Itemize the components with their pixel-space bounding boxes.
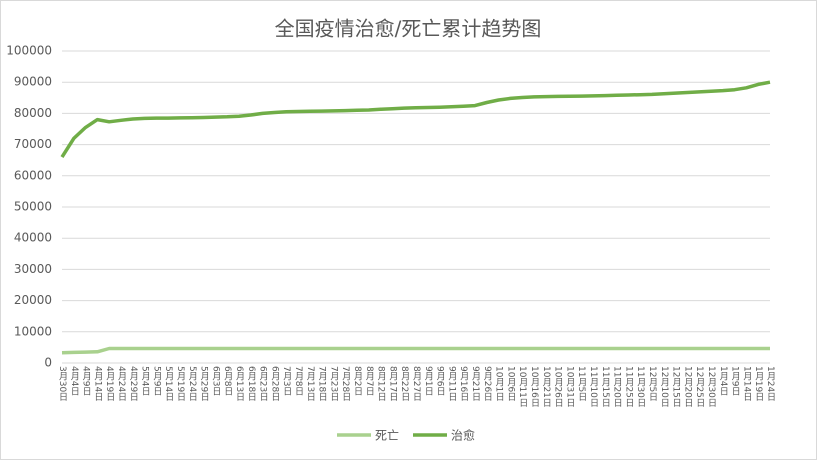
x-tick-label: 1月24日: [765, 366, 776, 401]
x-tick-label: 10月21日: [541, 366, 552, 407]
x-tick-label: 8月12日: [376, 366, 387, 401]
x-tick-label: 12月30日: [706, 366, 717, 407]
x-tick-label: 5月4日: [140, 366, 151, 395]
x-tick-label: 4月19日: [104, 366, 115, 401]
x-tick-label: 5月19日: [175, 366, 186, 401]
x-tick-label: 11月20日: [612, 366, 623, 407]
x-tick-label: 6月13日: [234, 366, 245, 401]
series-line: [60, 80, 771, 159]
x-tick-label: 6月23日: [258, 366, 269, 401]
x-tick-label: 11月30日: [635, 366, 646, 407]
x-tick-label: 10月11日: [517, 366, 528, 407]
x-tick-label: 6月28日: [269, 366, 280, 401]
x-tick-label: 5月9日: [151, 366, 162, 395]
x-tick-label: 5月24日: [187, 366, 198, 401]
x-tick-label: 1月4日: [718, 366, 729, 395]
y-tick-label: 40000: [14, 231, 52, 245]
y-tick-label: 80000: [14, 106, 52, 120]
x-tick-label: 11月5日: [576, 366, 587, 401]
y-tick-label: 30000: [14, 262, 52, 276]
x-tick-label: 12月25日: [694, 366, 705, 407]
x-tick-label: 10月1日: [494, 366, 505, 401]
x-tick-label: 4月14日: [92, 366, 103, 401]
x-tick-label: 5月14日: [163, 366, 174, 401]
y-tick-label: 70000: [14, 137, 52, 151]
x-tick-label: 3月30日: [57, 366, 68, 401]
x-tick-label: 10月26日: [553, 366, 564, 407]
x-tick-label: 4月4日: [69, 366, 80, 395]
x-tick-label: 7月13日: [305, 366, 316, 401]
x-tick-label: 9月26日: [482, 366, 493, 401]
x-tick-label: 8月22日: [399, 366, 410, 401]
x-tick-label: 4月24日: [116, 366, 127, 401]
x-tick-label: 7月3日: [281, 366, 292, 395]
x-tick-label: 12月10日: [659, 366, 670, 407]
x-tick-label: 12月20日: [682, 366, 693, 407]
y-tick-label: 90000: [14, 75, 52, 89]
x-tick-label: 7月18日: [317, 366, 328, 401]
x-tick-label: 7月8日: [293, 366, 304, 395]
x-tick-label: 11月15日: [600, 366, 611, 407]
x-tick-label: 10月31日: [564, 366, 575, 407]
x-tick-label: 6月18日: [246, 366, 256, 401]
x-tick-label: 11月25日: [623, 366, 634, 407]
x-tick-label: 10月16日: [529, 366, 540, 407]
x-tick-label: 12月15日: [671, 366, 682, 407]
y-tick-label: 100000: [6, 44, 52, 58]
x-tick-label: 9月21日: [470, 366, 481, 401]
x-tick-label: 4月9日: [81, 366, 92, 395]
y-tick-label: 20000: [14, 293, 52, 307]
x-tick-label: 9月6日: [435, 366, 446, 395]
x-tick-label: 8月17日: [387, 366, 398, 401]
x-tick-label: 7月23日: [328, 366, 339, 401]
x-tick-label: 4月29日: [128, 366, 139, 401]
x-tick-label: 11月10日: [588, 366, 599, 407]
x-tick-label: 6月8日: [222, 366, 233, 395]
chart-title: 全国疫情治愈/死亡累计趋势图: [275, 17, 542, 41]
x-tick-label: 10月6日: [505, 366, 516, 401]
x-tick-label: 6月3日: [210, 366, 221, 395]
x-tick-label: 8月27日: [411, 366, 422, 401]
series-line: [61, 346, 770, 355]
x-tick-label: 5月29日: [199, 366, 210, 401]
x-tick-label: 1月19日: [753, 366, 764, 401]
x-tick-label: 1月14日: [741, 366, 752, 401]
x-tick-label: 8月2日: [352, 366, 363, 395]
legend-label: 治愈: [451, 428, 475, 443]
x-tick-label: 9月1日: [423, 366, 434, 395]
y-tick-label: 10000: [14, 324, 52, 338]
x-tick-label: 7月28日: [340, 366, 351, 401]
y-tick-label: 0: [44, 356, 52, 370]
y-tick-label: 60000: [14, 168, 52, 182]
x-tick-label: 1月9日: [730, 366, 741, 395]
x-tick-label: 12月5日: [647, 366, 658, 401]
x-tick-label: 9月11日: [446, 366, 457, 401]
legend-label: 死亡: [375, 429, 399, 443]
y-tick-label: 50000: [14, 200, 52, 214]
x-tick-label: 8月7日: [364, 366, 375, 395]
x-tick-label: 9月16日: [458, 366, 469, 401]
